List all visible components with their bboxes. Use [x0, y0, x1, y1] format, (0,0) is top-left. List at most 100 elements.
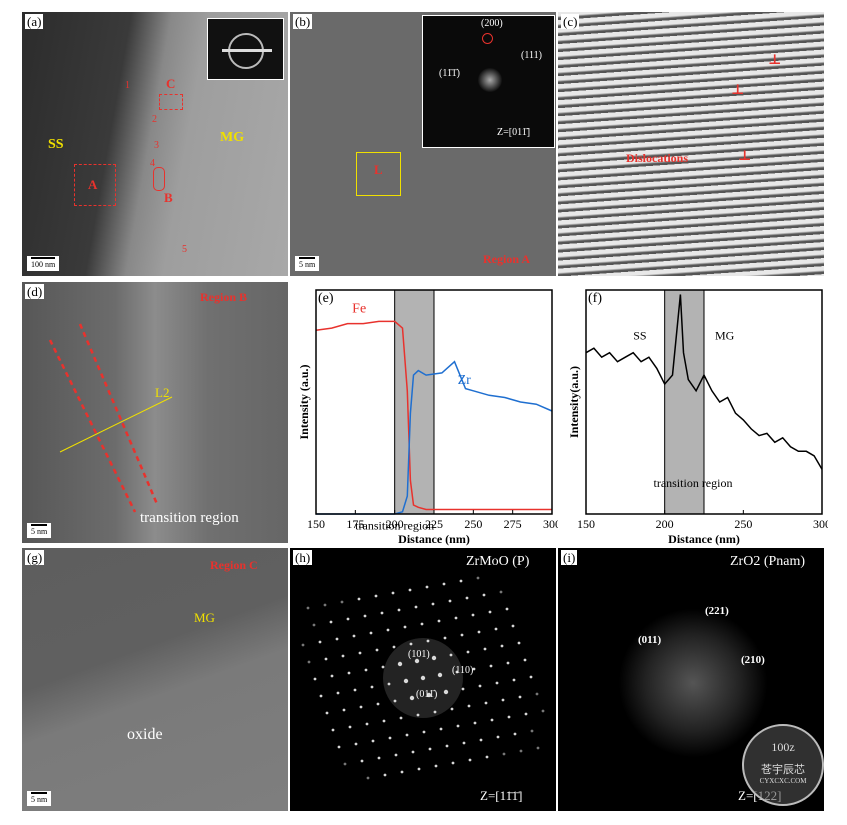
diffraction-spot [482, 593, 486, 597]
diffraction-spot [341, 654, 345, 658]
dislocation-mark-3: ⊥ [738, 149, 752, 164]
diffraction-spot [381, 665, 385, 669]
diffraction-spot [357, 597, 361, 601]
diffraction-spot [426, 692, 432, 698]
diffraction-spot [417, 767, 421, 771]
diffraction-spot [353, 688, 357, 692]
diffraction-spot [371, 739, 375, 743]
diffraction-spot [403, 625, 407, 629]
diffraction-spot [431, 655, 437, 661]
diffraction-spot [459, 579, 463, 583]
diffraction-spot [467, 704, 471, 708]
diffraction-spot [331, 728, 335, 732]
diffraction-spot [414, 658, 420, 664]
spot-110: (110) [452, 665, 474, 676]
point-4: 4 [150, 158, 155, 169]
diffraction-spot [403, 678, 409, 684]
scale-bar: 5 nm [295, 256, 320, 271]
dislocation-mark-2: ⊥ [731, 83, 745, 98]
diffraction-spot [318, 640, 322, 644]
x-tick-label: 300 [543, 517, 558, 531]
shaded-region [664, 289, 705, 515]
x-tick-label: 250 [734, 517, 752, 531]
shaded-region [394, 289, 435, 515]
diffraction-spot [391, 591, 395, 595]
diffraction-spot [524, 712, 528, 716]
panel-tag: (f) [588, 291, 602, 306]
diffraction-spot [439, 727, 443, 731]
diffraction-spot [512, 678, 516, 682]
diffraction-spot [462, 741, 466, 745]
plot-frame [585, 289, 823, 515]
region-b-label: B [164, 190, 173, 205]
x-tick-label: 150 [577, 517, 595, 531]
diffraction-spot [494, 627, 498, 631]
y-axis-label: Intensity (a.u.) [297, 364, 311, 439]
region-b-label: Region B [200, 290, 248, 304]
diffraction-spot [445, 744, 449, 748]
spot-011: (011) [638, 634, 662, 646]
diffraction-spot [530, 729, 534, 733]
mg-label: MG [194, 610, 215, 625]
diffraction-spot [499, 590, 503, 594]
diffraction-spot [496, 735, 500, 739]
diffraction-spot [536, 746, 540, 750]
dislocation-mark-1: ⊥ [768, 53, 782, 68]
diffraction-spot [529, 675, 533, 679]
diffraction-spot [329, 620, 333, 624]
diffraction-spot [307, 660, 311, 664]
dislocations-label: Dislocations [626, 151, 689, 165]
watermark-badge-text: 100z [771, 740, 795, 754]
diffraction-spot [479, 738, 483, 742]
panel-tag: (g) [25, 550, 45, 565]
transition-label: transition region [140, 510, 239, 526]
diffraction-spot [306, 606, 310, 610]
diffraction-spot [313, 677, 317, 681]
diffraction-spot [325, 711, 329, 715]
diffraction-spot [323, 603, 327, 607]
diffraction-spot [478, 684, 482, 688]
panel-tag: (a) [25, 14, 44, 29]
diffraction-spot [394, 753, 398, 757]
panel-tag: (d) [25, 284, 45, 299]
diffraction-spot [489, 664, 493, 668]
fft-200-circle [482, 33, 493, 44]
ss-label: SS [48, 137, 64, 152]
diffraction-spot [450, 707, 454, 711]
diffraction-spot [456, 724, 460, 728]
diffraction-spot [340, 600, 344, 604]
diffraction-spot [383, 773, 387, 777]
fft-200: (200) [481, 18, 503, 29]
annotation-ss: SS [633, 328, 646, 342]
region-c-label: C [166, 76, 176, 91]
point-1: 1 [125, 80, 130, 91]
panel-a: (a) SS MG A C B 1 2 3 4 5 100 nm [22, 12, 288, 276]
spot-210: (210) [741, 654, 765, 666]
diffraction-spot [511, 624, 515, 628]
diffraction-spot [490, 718, 494, 722]
diffraction-spot [420, 622, 424, 626]
diffraction-spot [488, 610, 492, 614]
x-tick-label: 200 [656, 517, 674, 531]
diffraction-spot [455, 670, 459, 674]
point-3: 3 [154, 140, 159, 151]
scale-bar: 5 nm [27, 791, 52, 806]
region-a-label: A [88, 177, 98, 192]
x-tick-label: 150 [307, 517, 325, 531]
phase-title: ZrO2 (Pnam) [730, 554, 806, 569]
diffraction-spot [397, 608, 401, 612]
diffraction-spot [449, 653, 453, 657]
diffraction-spot [386, 628, 390, 632]
chart-e: Fe Zr 150 175 200 225 250 275 300 Distance (nm) In… [297, 289, 558, 546]
saed-inset [207, 18, 284, 80]
diffraction-spot [408, 588, 412, 592]
fft-zone: Z=[011̄] [497, 127, 531, 138]
line-l2-label: L2 [155, 385, 170, 400]
diffraction-spot [359, 705, 363, 709]
panel-tag: (c) [561, 14, 580, 29]
annotation-mg: MG [715, 328, 735, 342]
spot-101: (101) [408, 649, 430, 660]
fft-inset: (200) (111) (11̄1̄) Z=[011̄] [422, 15, 555, 148]
diffraction-spot [507, 715, 511, 719]
diffraction-spot [377, 756, 381, 760]
